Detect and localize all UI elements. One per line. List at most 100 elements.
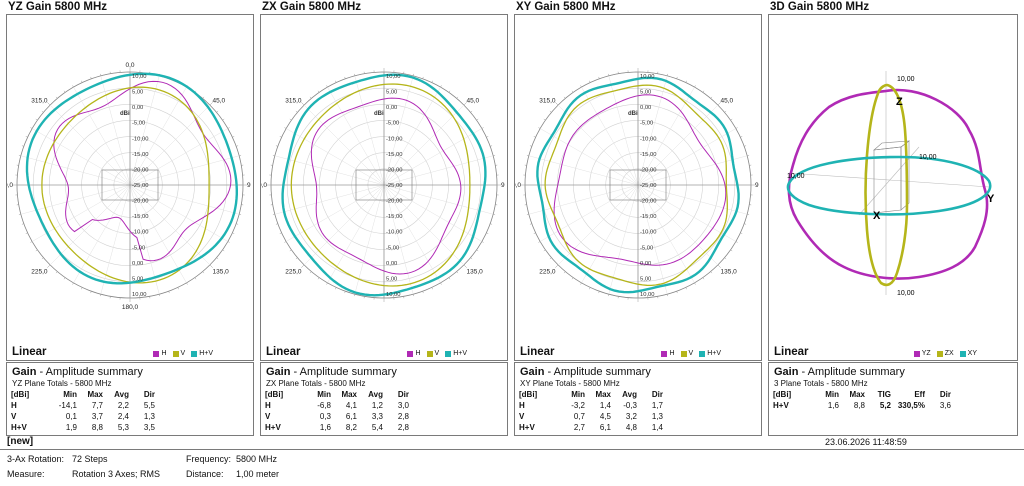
scale-tick-label: -20,00 <box>640 199 656 205</box>
angle-label-45: 45,0 <box>720 98 733 105</box>
scale-tick-label: -20,00 <box>640 167 656 173</box>
legend-item: H+V <box>191 350 213 357</box>
legend-swatch <box>445 350 452 357</box>
legend: H V H+V <box>661 350 721 357</box>
scale-tick-label: -5,00 <box>640 245 653 251</box>
rotation-label: 3-Ax Rotation: <box>7 454 65 464</box>
h-trace <box>53 80 232 262</box>
angle-label-225: 225,0 <box>539 268 556 275</box>
angle-label-left: 0,0 <box>7 182 13 189</box>
hv-trace <box>281 73 487 297</box>
polar-plot-box[interactable]: 0,0 180,0 0,0 9 315,0 45,0 225,0 135,0 10,00 5,00… <box>6 14 254 361</box>
angle-label-135: 135,0 <box>212 268 229 275</box>
hv-trace <box>536 76 740 294</box>
3d-plot[interactable]: 10,00 10,00 10,00 10,00 Z X Y <box>769 15 1017 360</box>
scale-tick-label: -25,00 <box>386 183 402 189</box>
scale-tick-label: 10,00 <box>386 292 401 298</box>
polar-plot[interactable]: 0,0 9 315,0 45,0 225,0 135,0 10,00 5,00 0,00 -5,0… <box>515 15 761 360</box>
scale-mode: Linear <box>774 346 809 358</box>
polar-plot[interactable]: 0,0 180,0 0,0 9 315,0 45,0 225,0 135,0 10,00 5,00… <box>7 15 253 360</box>
right-scale-label: 10,00 <box>919 154 937 161</box>
legend-item: H <box>407 350 421 357</box>
zx-panel: ZX Gain 5800 MHz 0,0 9 315,0 45,0 225,0 135,0… <box>260 0 508 436</box>
legend-swatch <box>153 350 160 357</box>
bottom-scale-label: 10,00 <box>897 290 915 297</box>
table-row: H+V 1,6 8,8 5,2 330,5% 3,6 <box>773 401 951 410</box>
angle-label-45: 45,0 <box>466 98 479 105</box>
polar-plot[interactable]: 0,0 9 315,0 45,0 225,0 135,0 10,00 5,00 0,00 -5,0… <box>261 15 507 360</box>
table-row: H -6,8 4,1 1,2 3,0 <box>265 401 409 410</box>
center-box <box>609 169 667 201</box>
table-header-row: [dBi] Min Max TIG Eff Dir <box>773 390 951 399</box>
scale-tick-label: -10,00 <box>640 230 656 236</box>
legend-item: V <box>426 350 439 357</box>
z-axis-label: Z <box>896 96 903 108</box>
summary-table: [dBi] Min Max Avg Dir H -14,1 7,7 2,2 5,5 V 0,1 3,… <box>11 389 155 433</box>
scale-tick-label: 5,00 <box>640 90 651 96</box>
scale-tick-label: 0,00 <box>640 105 651 111</box>
center-box <box>355 169 413 201</box>
unit-label: dBi <box>374 111 384 117</box>
3d-plot-box[interactable]: 10,00 10,00 10,00 10,00 Z X Y Linear YZ … <box>768 14 1018 361</box>
legend-swatch <box>191 350 198 357</box>
scale-tick-label: -5,00 <box>386 245 399 251</box>
scale-tick-label: -25,00 <box>132 183 148 189</box>
center-box <box>101 169 159 201</box>
angle-label-135: 135,0 <box>720 268 737 275</box>
top-scale-label: 10,00 <box>897 76 915 83</box>
left-scale-label: 10,00 <box>787 173 805 180</box>
scale-tick-label: 10,00 <box>640 292 655 298</box>
scale-tick-label: 5,00 <box>132 276 143 282</box>
table-header-row: [dBi] Min Max Avg Dir <box>265 390 409 399</box>
angle-label-right: 9 <box>755 182 759 189</box>
scale-tick-label: -15,00 <box>386 152 402 158</box>
legend-swatch <box>407 350 414 357</box>
amplitude-summary: Gain - Amplitude summary XY Plane Totals… <box>514 362 762 436</box>
angle-label-left: 0,0 <box>261 182 267 189</box>
scale-tick-label: -25,00 <box>640 183 656 189</box>
table-row: H -14,1 7,7 2,2 5,5 <box>11 401 155 410</box>
distance-label: Distance: <box>186 469 224 479</box>
amplitude-summary: Gain - Amplitude summary 3 Plane Totals … <box>768 362 1018 436</box>
scale-tick-label: -10,00 <box>386 136 402 142</box>
scale-tick-label: -10,00 <box>132 230 148 236</box>
legend-swatch <box>959 350 966 357</box>
scale-tick-label: -20,00 <box>386 199 402 205</box>
angle-label-135: 135,0 <box>466 268 483 275</box>
scale-tick-label: -5,00 <box>640 121 653 127</box>
legend-swatch <box>913 350 920 357</box>
scale-tick-label: 0,00 <box>640 261 651 267</box>
measure-label: Measure: <box>7 469 45 479</box>
legend-swatch <box>661 350 668 357</box>
summary-scope: 3 Plane Totals - 5800 MHz <box>774 379 868 388</box>
legend-swatch <box>426 350 433 357</box>
table-row: H+V 1,9 8,8 5,3 3,5 <box>11 423 155 432</box>
summary-table: [dBi] Min Max Avg Dir H -3,2 1,4 -0,3 1,7 V 0,7 4,… <box>519 389 663 433</box>
angle-label-bottom: 180,0 <box>122 304 139 311</box>
document-name: [new] <box>7 436 34 447</box>
polar-plot-box[interactable]: 0,0 9 315,0 45,0 225,0 135,0 10,00 5,00 0,00 -5,0… <box>260 14 508 361</box>
legend-item: H+V <box>445 350 467 357</box>
table-row: H -3,2 1,4 -0,3 1,7 <box>519 401 663 410</box>
v-trace <box>290 83 471 287</box>
legend-item: H <box>661 350 675 357</box>
angle-label-left: 0,0 <box>515 182 521 189</box>
summary-table: [dBi] Min Max TIG Eff Dir H+V 1,6 8,8 5,2 330,5% 3… <box>773 389 951 411</box>
table-row: V 0,3 6,1 3,3 2,8 <box>265 412 409 421</box>
polar-plot-box[interactable]: 0,0 9 315,0 45,0 225,0 135,0 10,00 5,00 0,00 -5,0… <box>514 14 762 361</box>
legend-swatch <box>699 350 706 357</box>
table-row: V 0,7 4,5 3,2 1,3 <box>519 412 663 421</box>
legend: H V H+V <box>153 350 213 357</box>
measure-value: Rotation 3 Axes; RMS <box>72 469 161 479</box>
angle-label-top: 0,0 <box>125 62 134 69</box>
panel-title: ZX Gain 5800 MHz <box>262 1 362 13</box>
legend-swatch <box>680 350 687 357</box>
summary-heading: Gain - Amplitude summary <box>12 366 143 378</box>
scale-tick-label: 0,00 <box>386 261 397 267</box>
panel-title: XY Gain 5800 MHz <box>516 1 616 13</box>
summary-heading: Gain - Amplitude summary <box>520 366 651 378</box>
unit-label: dBi <box>120 111 130 117</box>
scale-tick-label: -20,00 <box>132 167 148 173</box>
amplitude-summary: Gain - Amplitude summary YZ Plane Totals… <box>6 362 254 436</box>
legend-item: V <box>172 350 185 357</box>
